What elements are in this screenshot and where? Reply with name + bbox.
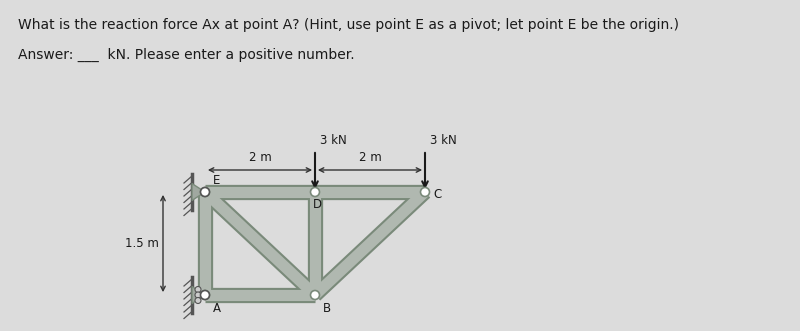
Circle shape bbox=[201, 187, 210, 197]
Circle shape bbox=[201, 291, 210, 300]
Circle shape bbox=[310, 291, 319, 300]
Text: Answer: ___  kN. Please enter a positive number.: Answer: ___ kN. Please enter a positive … bbox=[18, 48, 354, 62]
Text: 3 kN: 3 kN bbox=[320, 134, 346, 147]
Circle shape bbox=[310, 187, 319, 197]
Text: B: B bbox=[323, 302, 331, 314]
Text: D: D bbox=[313, 199, 322, 212]
Text: A: A bbox=[213, 302, 221, 314]
Circle shape bbox=[201, 187, 210, 197]
Text: C: C bbox=[433, 188, 442, 202]
Text: 2 m: 2 m bbox=[249, 151, 271, 164]
Polygon shape bbox=[192, 184, 205, 201]
Circle shape bbox=[195, 287, 201, 293]
Circle shape bbox=[201, 291, 210, 300]
Circle shape bbox=[195, 292, 201, 298]
Circle shape bbox=[195, 298, 201, 304]
Polygon shape bbox=[192, 287, 205, 304]
Circle shape bbox=[421, 187, 430, 197]
Text: E: E bbox=[213, 174, 220, 187]
Text: 3 kN: 3 kN bbox=[430, 134, 457, 147]
Text: 1.5 m: 1.5 m bbox=[125, 237, 159, 250]
Text: 2 m: 2 m bbox=[358, 151, 382, 164]
Text: What is the reaction force Ax at point A? (Hint, use point E as a pivot; let poi: What is the reaction force Ax at point A… bbox=[18, 18, 679, 32]
